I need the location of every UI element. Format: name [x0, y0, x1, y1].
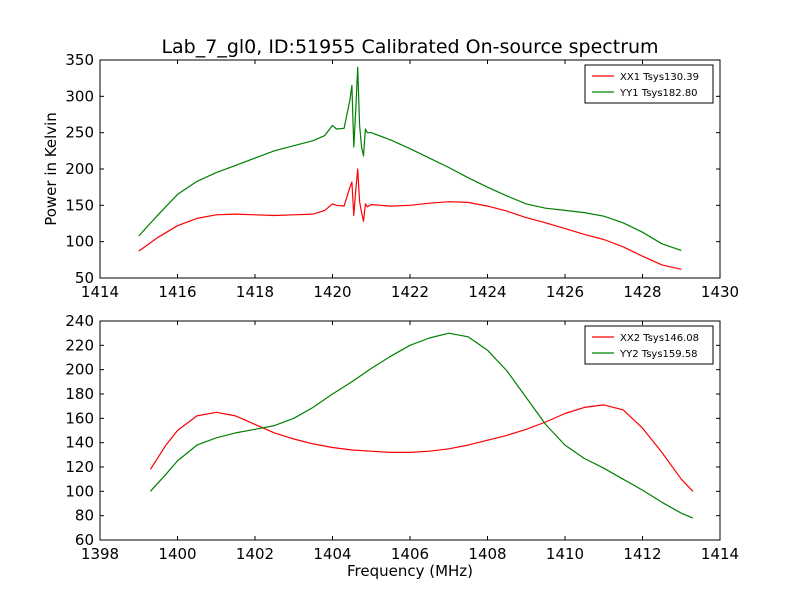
- y-tick-label: 350: [65, 51, 94, 69]
- y-tick-label: 80: [75, 507, 94, 525]
- series-line-yy1: [138, 66, 682, 251]
- legend-entry-label: YY1 Tsys182.80: [619, 88, 698, 99]
- x-tick-label: 1412: [623, 545, 661, 563]
- x-tick-label: 1398: [81, 545, 119, 563]
- y-tick-label: 180: [65, 385, 94, 403]
- legend-entry-label: XX2 Tsys146.08: [620, 333, 699, 344]
- upper-plot: 1414 1416 1418 1420 1422 1424 1426 1428 1430 50 10…: [42, 51, 739, 301]
- y-tick-label: 200: [65, 160, 94, 178]
- x-tick-label: 1408: [468, 545, 506, 563]
- y-tick-label: 60: [75, 531, 94, 549]
- y-tick-label: 240: [65, 312, 94, 330]
- legend: XX2 Tsys146.08 YY2 Tsys159.58: [584, 325, 714, 365]
- x-tick-label: 1414: [81, 283, 119, 301]
- x-tick-label: 1422: [391, 283, 429, 301]
- y-axis-label: Power in Kelvin: [42, 112, 60, 226]
- y-tick-label: 220: [65, 336, 94, 354]
- series-line-xx2: [149, 404, 694, 492]
- series-line-yy2: [149, 332, 694, 519]
- series-line-xx1: [138, 168, 682, 270]
- y-tick-label: 100: [65, 233, 94, 251]
- y-tick-label: 200: [65, 361, 94, 379]
- legend-box: [584, 64, 714, 104]
- x-axis-label: Frequency (MHz): [347, 562, 473, 580]
- x-tick-label: 1430: [701, 283, 739, 301]
- x-tick-label: 1424: [468, 283, 506, 301]
- x-tick-label: 1414: [701, 545, 739, 563]
- lower-plot: 1398 1400 1402 1404 1406 1408 1410 1412 1414 60 80…: [65, 312, 739, 580]
- y-tick-label: 100: [65, 482, 94, 500]
- legend-entry-label: YY2 Tsys159.58: [619, 349, 698, 360]
- x-tick-label: 1426: [546, 283, 584, 301]
- x-tick-label: 1400: [158, 545, 196, 563]
- y-tick-label: 50: [75, 269, 94, 287]
- y-tick-label: 160: [65, 409, 94, 427]
- y-tick-label: 120: [65, 458, 94, 476]
- legend-entry-label: XX1 Tsys130.39: [620, 72, 699, 83]
- x-tick-label: 1406: [391, 545, 429, 563]
- x-tick-label: 1404: [313, 545, 351, 563]
- y-tick-label: 300: [65, 87, 94, 105]
- x-tick-label: 1402: [236, 545, 274, 563]
- x-tick-label: 1410: [546, 545, 584, 563]
- legend-box: [584, 325, 714, 365]
- chart-title: Lab_7_gl0, ID:51955 Calibrated On-source…: [161, 36, 658, 58]
- x-tick-label: 1420: [313, 283, 351, 301]
- y-tick-label: 140: [65, 434, 94, 452]
- x-tick-label: 1418: [236, 283, 274, 301]
- y-tick-label: 150: [65, 196, 94, 214]
- x-tick-label: 1416: [158, 283, 196, 301]
- x-tick-label: 1428: [623, 283, 661, 301]
- legend: XX1 Tsys130.39 YY1 Tsys182.80: [584, 64, 714, 104]
- y-tick-label: 250: [65, 124, 94, 142]
